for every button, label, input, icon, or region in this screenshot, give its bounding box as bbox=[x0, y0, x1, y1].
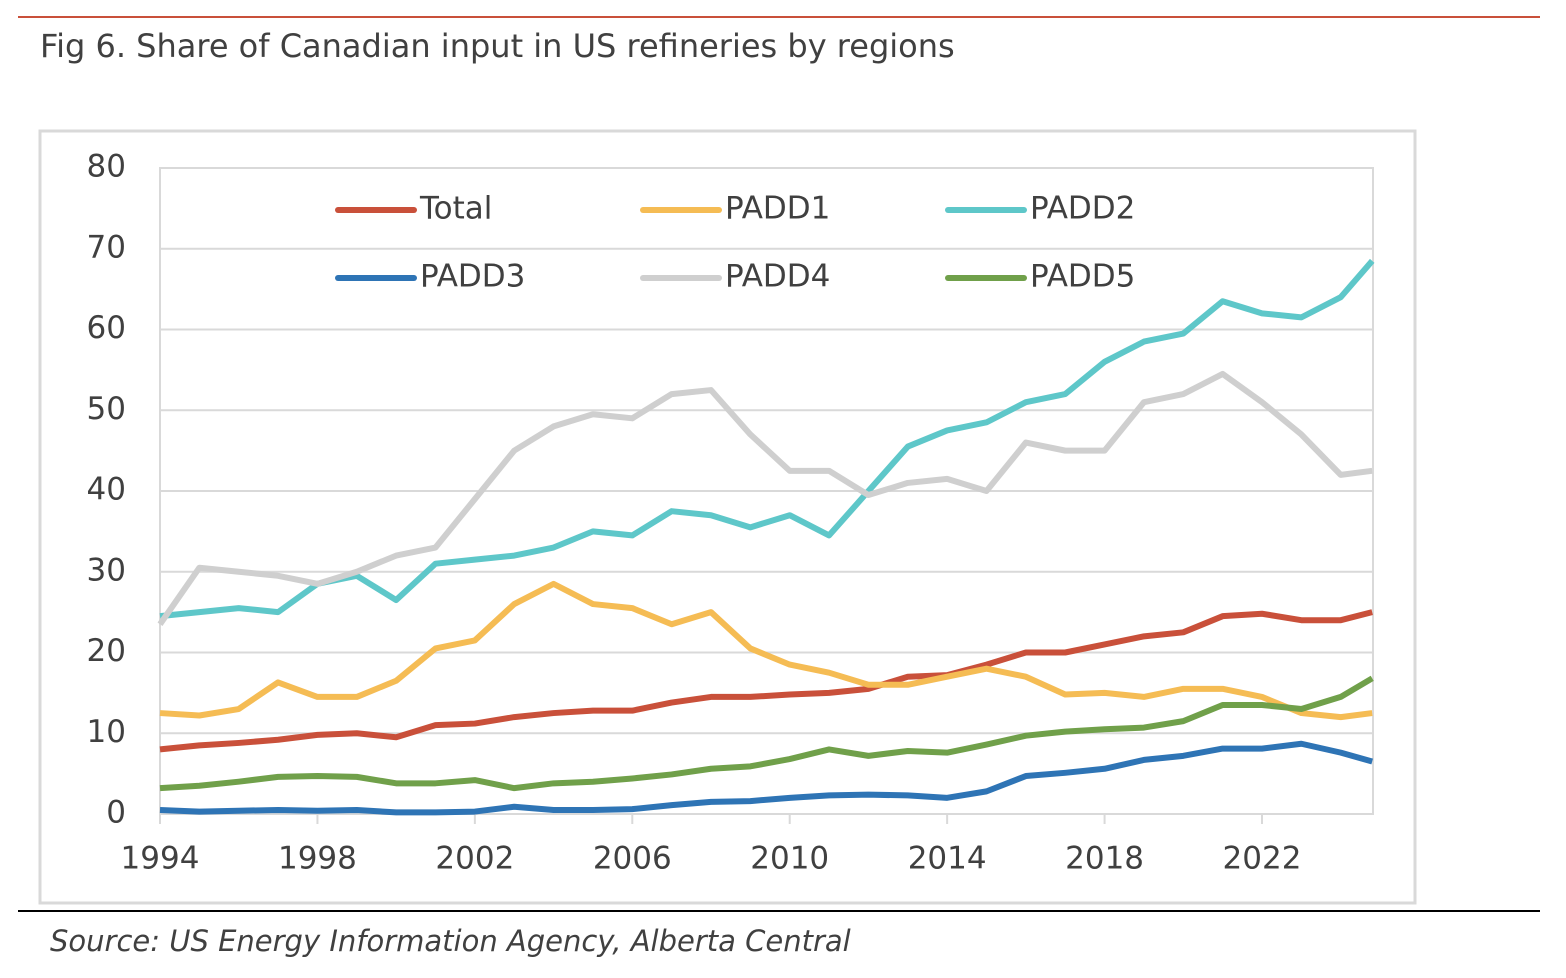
y-tick-label: 30 bbox=[87, 552, 126, 588]
legend-label: PADD4 bbox=[725, 259, 830, 295]
series-line bbox=[159, 609, 1373, 753]
x-tick-label: 2006 bbox=[593, 841, 672, 877]
y-tick-label: 50 bbox=[87, 391, 126, 427]
y-tick-label: 70 bbox=[87, 229, 126, 265]
x-tick-label: 2002 bbox=[435, 841, 514, 877]
x-tick-label: 1994 bbox=[121, 841, 200, 877]
legend-label: PADD1 bbox=[725, 191, 830, 227]
legend-label: PADD5 bbox=[1030, 259, 1135, 295]
source: Source: US Energy Information Agency, Al… bbox=[50, 924, 851, 958]
x-tick-label: 2014 bbox=[908, 841, 987, 877]
chart-frame bbox=[38, 129, 1417, 905]
x-tick-label: 1998 bbox=[278, 841, 357, 877]
x-tick-label: 2010 bbox=[750, 841, 829, 877]
y-tick-label: 80 bbox=[87, 149, 126, 185]
x-tick-label: 2022 bbox=[1223, 841, 1302, 877]
chart-title: Fig 6. Share of Canadian input in US ref… bbox=[40, 27, 955, 65]
y-tick-label: 40 bbox=[87, 472, 126, 508]
series-line bbox=[157, 370, 1373, 626]
series-line bbox=[159, 740, 1374, 816]
series-line bbox=[159, 580, 1373, 721]
series-line bbox=[159, 675, 1374, 792]
legend-label: PADD3 bbox=[420, 259, 525, 295]
x-tick-label: 2018 bbox=[1065, 841, 1144, 877]
y-tick-label: 20 bbox=[87, 633, 126, 669]
y-tick-label: 60 bbox=[87, 310, 126, 346]
legend-label: Total bbox=[419, 191, 492, 227]
series-line bbox=[159, 258, 1375, 620]
legend-label: PADD2 bbox=[1030, 191, 1135, 227]
y-tick-label: 0 bbox=[106, 795, 126, 831]
y-tick-label: 10 bbox=[87, 714, 126, 750]
